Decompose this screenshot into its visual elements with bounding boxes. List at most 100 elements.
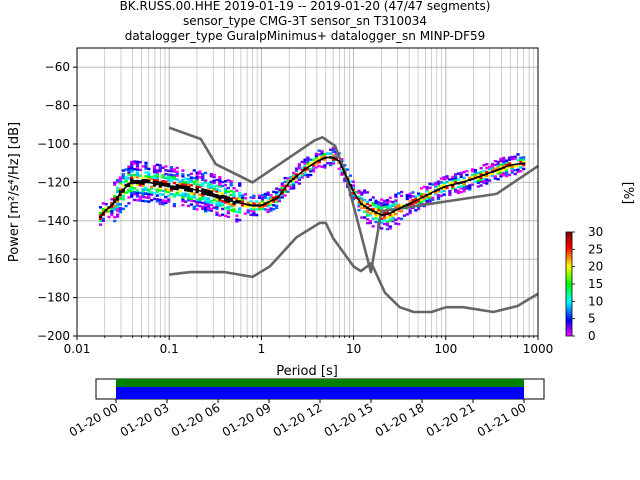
heatmap-cell — [198, 176, 202, 179]
heatmap-cell — [98, 219, 103, 222]
heatmap-cell — [138, 191, 142, 195]
heatmap-cell — [311, 166, 316, 169]
heatmap-cell — [201, 174, 205, 178]
heatmap-cell — [186, 195, 191, 198]
heatmap-cell — [442, 193, 446, 196]
heatmap-cell — [453, 173, 458, 176]
heatmap-cell — [201, 197, 205, 201]
heatmap-cell — [357, 203, 361, 206]
heatmap-cell — [130, 164, 134, 168]
heatmap-cell — [152, 168, 157, 172]
heatmap-cell — [215, 201, 219, 205]
heatmap-cell — [249, 196, 253, 199]
heatmap-cell — [462, 184, 466, 187]
heatmap-cell — [314, 154, 318, 158]
heatmap-cell — [249, 213, 253, 216]
heatmap-cell — [147, 171, 151, 175]
heatmap-cell — [425, 199, 429, 202]
heatmap-cell — [141, 176, 145, 180]
heatmap-cell — [275, 191, 279, 194]
heatmap-cell — [476, 173, 480, 177]
heatmap-cell — [198, 170, 202, 173]
heatmap-cell — [133, 168, 137, 171]
heatmap-cell — [456, 178, 460, 181]
heatmap-cell — [365, 200, 370, 204]
heatmap-cell — [397, 209, 401, 212]
heatmap-cell — [445, 180, 449, 184]
heatmap-cell — [138, 195, 142, 198]
heatmap-cell — [215, 178, 219, 182]
heatmap-cell — [394, 195, 398, 198]
heatmap-cell — [127, 177, 131, 180]
heatmap-cell — [380, 206, 384, 209]
x-tick-label: 0.01 — [64, 342, 91, 356]
heatmap-cell — [465, 173, 469, 177]
time-tick-label: 01-20 00 — [67, 400, 121, 439]
heatmap-cell — [155, 173, 159, 176]
heatmap-cell — [328, 152, 333, 155]
heatmap-cell — [363, 189, 367, 192]
heatmap-cell — [184, 200, 188, 203]
heatmap-cell — [260, 196, 265, 199]
heatmap-cell — [209, 207, 213, 211]
heatmap-cell — [303, 160, 307, 163]
heatmap-cell — [260, 201, 265, 205]
heatmap-cell — [127, 165, 131, 168]
heatmap-cell — [181, 175, 185, 178]
heatmap-cell — [309, 169, 313, 173]
heatmap-cell — [377, 214, 381, 217]
heatmap-cell — [169, 192, 174, 196]
heatmap-cell — [380, 208, 384, 211]
heatmap-cell — [269, 201, 273, 205]
heatmap-cell — [408, 204, 412, 207]
heatmap-cell — [223, 195, 228, 198]
heatmap-cell — [306, 156, 310, 159]
heatmap-cell — [172, 174, 176, 177]
heatmap-cell — [394, 222, 398, 225]
heatmap-cell — [232, 196, 236, 200]
heatmap-cell — [476, 179, 480, 182]
mode-curve-line — [99, 156, 524, 218]
heatmap-cell — [181, 198, 185, 201]
y-tick-label: −140 — [37, 214, 70, 228]
heatmap-cell — [147, 200, 151, 203]
heatmap-cell — [408, 200, 412, 203]
heatmap-cell — [283, 180, 287, 184]
y-tick-label: −120 — [37, 175, 70, 189]
heatmap-cell — [186, 204, 191, 208]
heatmap-cell — [465, 187, 469, 190]
heatmap-cell — [130, 193, 134, 196]
heatmap-cell — [485, 182, 489, 185]
heatmap-cell — [158, 185, 162, 188]
heatmap-cell — [294, 173, 299, 176]
heatmap-cell — [201, 178, 205, 182]
heatmap-cell — [152, 191, 157, 195]
heatmap-cell — [167, 169, 171, 172]
heatmap-cell — [496, 166, 500, 169]
heatmap-cell — [195, 202, 199, 205]
heatmap-cell — [101, 213, 105, 217]
heatmap-cell — [459, 171, 463, 175]
heatmap-cell — [240, 198, 245, 201]
heatmap-cell — [365, 214, 370, 217]
heatmap-cell — [399, 210, 404, 213]
heatmap-cell — [175, 193, 179, 197]
heatmap-cell — [445, 186, 449, 190]
heatmap-cell — [391, 200, 395, 204]
heatmap-cell — [141, 165, 145, 168]
heatmap-cell — [328, 148, 333, 151]
heatmap-cell — [303, 166, 307, 169]
heatmap-cell — [181, 169, 185, 172]
heatmap-cell — [499, 169, 503, 172]
heatmap-cell — [201, 207, 205, 210]
heatmap-cell — [351, 197, 355, 201]
heatmap-cell — [391, 212, 395, 215]
heatmap-cell — [382, 203, 387, 206]
time-tick-label: 01-21 00 — [475, 400, 529, 439]
heatmap-cell — [272, 204, 276, 207]
heatmap-cell — [195, 208, 199, 211]
heatmap-cell — [138, 197, 142, 200]
heatmap-cell — [215, 213, 219, 216]
